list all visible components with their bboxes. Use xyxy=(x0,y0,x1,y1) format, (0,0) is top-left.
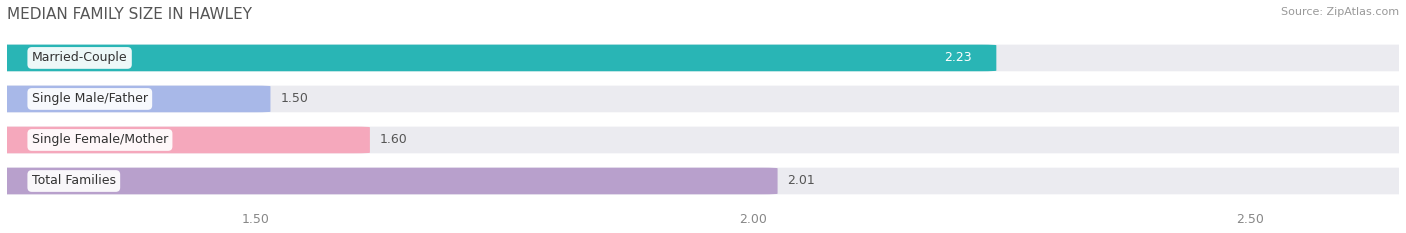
Text: 1.50: 1.50 xyxy=(280,93,308,106)
FancyBboxPatch shape xyxy=(0,168,1406,194)
FancyBboxPatch shape xyxy=(0,45,997,71)
Text: Total Families: Total Families xyxy=(32,175,115,188)
FancyBboxPatch shape xyxy=(0,86,1406,112)
FancyBboxPatch shape xyxy=(0,127,370,153)
Text: Married-Couple: Married-Couple xyxy=(32,51,128,65)
FancyBboxPatch shape xyxy=(0,168,778,194)
FancyBboxPatch shape xyxy=(0,45,1406,71)
Text: Source: ZipAtlas.com: Source: ZipAtlas.com xyxy=(1281,7,1399,17)
Text: 2.01: 2.01 xyxy=(787,175,815,188)
Text: 1.60: 1.60 xyxy=(380,134,408,147)
Text: Single Female/Mother: Single Female/Mother xyxy=(32,134,169,147)
Text: Single Male/Father: Single Male/Father xyxy=(32,93,148,106)
FancyBboxPatch shape xyxy=(0,86,270,112)
Text: 2.23: 2.23 xyxy=(943,51,972,65)
FancyBboxPatch shape xyxy=(0,127,1406,153)
Text: MEDIAN FAMILY SIZE IN HAWLEY: MEDIAN FAMILY SIZE IN HAWLEY xyxy=(7,7,252,22)
